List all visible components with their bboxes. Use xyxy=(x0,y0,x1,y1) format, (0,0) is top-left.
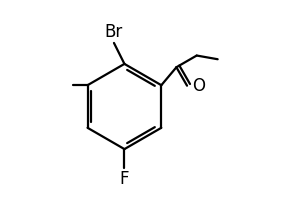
Text: Br: Br xyxy=(105,23,123,41)
Text: F: F xyxy=(120,170,129,189)
Text: O: O xyxy=(192,77,206,95)
